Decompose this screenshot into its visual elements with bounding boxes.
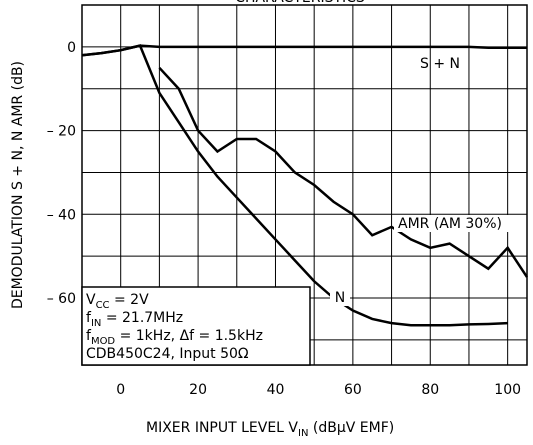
series-label: S + N [420, 56, 460, 72]
x-tick-label: 20 [189, 382, 207, 398]
x-axis-label-part: (dBμV EMF) [308, 420, 394, 436]
series-line [81, 44, 508, 327]
y-tick-label: 0 [67, 40, 76, 56]
note-line: VCC = 2V [86, 292, 149, 311]
note-line-part: CDB450C24, Input 50Ω [86, 346, 249, 362]
note-line-part: V [86, 292, 96, 308]
chart-title: CHARACTERISTICS [235, 0, 365, 6]
note-line: CDB450C24, Input 50Ω [86, 346, 249, 362]
x-tick-label: 40 [267, 382, 285, 398]
note-line-part: f [86, 328, 92, 344]
note-line-part: f [86, 310, 92, 326]
label-bg [394, 215, 518, 232]
x-tick-label: 60 [344, 382, 362, 398]
x-axis-label-part: MIXER INPUT LEVEL V [146, 420, 298, 436]
y-axis-label: DEMODULATION S + N, N AMR (dB) [10, 61, 26, 309]
x-tick-label: 100 [494, 382, 521, 398]
x-tick-label: 80 [421, 382, 439, 398]
note-line-part: = 1kHz, Δf = 1.5kHz [115, 328, 263, 344]
note-line-part: = 21.7MHz [101, 310, 183, 326]
series-line [81, 44, 527, 57]
label-bg [330, 289, 350, 306]
series-label: N [335, 290, 345, 306]
notes-box [81, 286, 311, 366]
note-line-part: CC [96, 300, 110, 311]
y-tick-label: – 20 [47, 124, 76, 140]
y-tick-label: – 60 [47, 291, 76, 307]
note-line-part: MOD [91, 336, 115, 347]
x-axis-label-part: IN [298, 428, 308, 439]
series-label: AMR (AM 30%) [398, 216, 502, 232]
series-line [158, 66, 529, 278]
y-tick-label: – 40 [47, 207, 76, 223]
x-tick-label: 0 [116, 382, 125, 398]
note-line-part: IN [91, 318, 101, 329]
note-line-part: = 2V [110, 292, 150, 308]
note-line: fIN = 21.7MHz [86, 310, 183, 329]
note-line: fMOD = 1kHz, Δf = 1.5kHz [86, 328, 263, 347]
x-axis-label: MIXER INPUT LEVEL VIN (dBμV EMF) [146, 420, 394, 439]
